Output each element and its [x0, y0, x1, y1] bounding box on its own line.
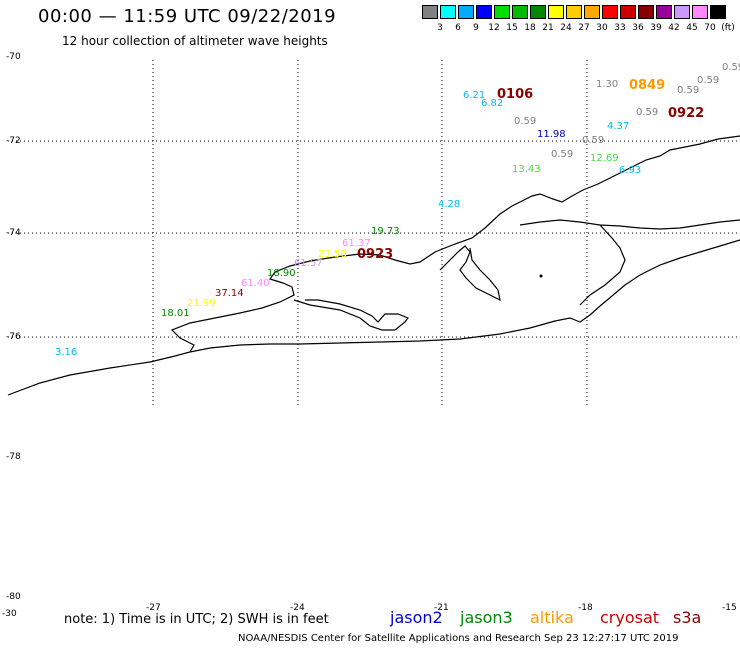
satellite-legend-altika: altika	[530, 608, 574, 627]
wave-height-label: 61.40	[241, 278, 270, 289]
wave-height-label: 0.59	[582, 135, 605, 146]
coastline-bay	[519, 219, 740, 230]
pass-time-label: 0923	[357, 247, 394, 262]
map-subtitle: 12 hour collection of altimeter wave hei…	[62, 34, 328, 48]
lat-label: -72	[6, 136, 21, 146]
lon-label: -21	[434, 603, 449, 613]
wave-height-label: 18.01	[161, 308, 190, 319]
wave-height-label: 4.37	[607, 121, 630, 132]
legend-swatch	[494, 5, 510, 19]
legend-label: 18	[524, 23, 536, 33]
legend-label: 70	[704, 23, 716, 33]
legend-label: 21	[542, 23, 554, 33]
satellite-legend-s3a: s3a	[673, 608, 702, 627]
wave-height-label: 0.59	[697, 75, 720, 86]
coastline-peninsula	[439, 245, 501, 302]
satellite-legend-cryosat: cryosat	[600, 608, 660, 627]
legend-swatch	[458, 5, 474, 19]
island-dot	[539, 274, 543, 278]
legend-swatch	[512, 5, 528, 19]
legend-label: 39	[650, 23, 662, 33]
legend-swatch	[440, 5, 456, 19]
map-canvas	[7, 60, 740, 405]
wave-height-label: 13.43	[512, 164, 541, 175]
legend-swatch	[584, 5, 600, 19]
legend-swatch	[656, 5, 672, 19]
wave-height-label: 18.90	[267, 268, 296, 279]
graticule	[8, 60, 740, 405]
coastline-inner-shelf	[293, 299, 409, 331]
wave-height-label: 37.14	[215, 288, 244, 299]
lat-label: -78	[6, 452, 21, 462]
lon-label: -15	[722, 603, 737, 613]
wave-height-label: 6.82	[481, 98, 504, 109]
legend-label: (ft)	[721, 23, 735, 33]
legend-label: 30	[596, 23, 608, 33]
legend-label: 36	[632, 23, 644, 33]
legend-label: 9	[473, 23, 479, 33]
wave-height-label: 0.59	[514, 116, 537, 127]
legend-swatch	[548, 5, 564, 19]
wave-height-label: 6.21	[463, 90, 486, 101]
wave-height-label: 21.99	[187, 298, 216, 309]
satellite-legend-jason2: jason2	[390, 608, 443, 627]
pass-time-label: 0922	[668, 106, 705, 121]
wave-height-label: 0.59	[722, 62, 740, 73]
legend-swatch	[476, 5, 492, 19]
wave-height-label: 61.37	[342, 238, 371, 249]
wave-height-label: 0.59	[636, 107, 659, 118]
wave-height-label: 23.56	[318, 249, 347, 260]
lat-label: -76	[6, 332, 21, 342]
legend-swatch	[692, 5, 708, 19]
legend-swatch	[710, 5, 726, 19]
legend-label: 42	[668, 23, 680, 33]
legend-label: 27	[578, 23, 590, 33]
legend-swatch	[638, 5, 654, 19]
wave-height-label: 11.98	[537, 129, 566, 140]
pass-time-label: 0849	[629, 78, 666, 93]
lat-label: -74	[6, 228, 21, 238]
legend-swatch	[530, 5, 546, 19]
legend-label: 45	[686, 23, 698, 33]
legend-label: 12	[488, 23, 500, 33]
lon-label: -27	[146, 603, 161, 613]
legend-label: 6	[455, 23, 461, 33]
legend-swatch	[602, 5, 618, 19]
wave-height-label: 19.73	[371, 226, 400, 237]
coastline	[7, 135, 740, 396]
footnote: note: 1) Time is in UTC; 2) SWH is in fe…	[64, 612, 329, 627]
wave-height-label: 6.93	[619, 165, 642, 176]
satellite-legend-jason3: jason3	[460, 608, 513, 627]
wave-height-label: 61.57	[294, 258, 323, 269]
wave-height-label: 1.30	[596, 79, 619, 90]
wave-height-label: 0.59	[677, 85, 700, 96]
legend-swatch	[620, 5, 636, 19]
coastline-ice-shelf-front	[189, 239, 740, 353]
legend-label: 33	[614, 23, 626, 33]
legend-swatch	[566, 5, 582, 19]
coastline-main	[7, 135, 740, 396]
lon-label: -18	[578, 603, 593, 613]
lon-label: -30	[2, 609, 17, 619]
wave-height-label: 12.69	[590, 153, 619, 164]
legend-label: 24	[560, 23, 572, 33]
map-title: 00:00 — 11:59 UTC 09/22/2019	[38, 6, 337, 27]
coastline-east	[579, 224, 626, 306]
legend-label: 15	[506, 23, 518, 33]
lon-label: -24	[290, 603, 305, 613]
wave-height-label: 3.16	[55, 347, 78, 358]
legend-swatch	[674, 5, 690, 19]
pass-time-label: 0106	[497, 87, 534, 102]
wave-height-label: 4.28	[438, 199, 461, 210]
lat-label: -70	[6, 52, 21, 62]
wave-height-label: 0.59	[551, 149, 574, 160]
legend-label: 3	[437, 23, 443, 33]
legend-swatch	[422, 5, 438, 19]
credit-line: NOAA/NESDIS Center for Satellite Applica…	[238, 633, 679, 644]
lat-label: -80	[6, 592, 21, 602]
